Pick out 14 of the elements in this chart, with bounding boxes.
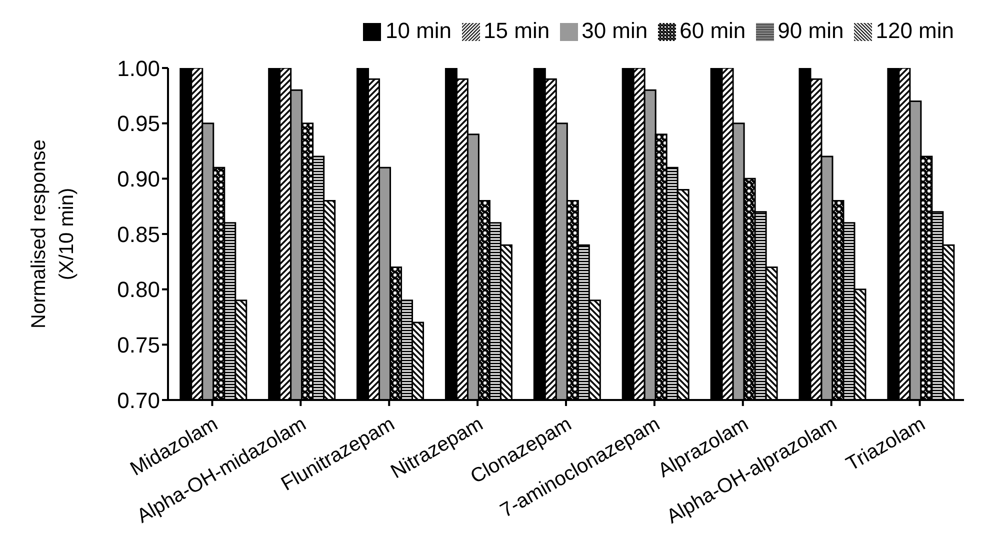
y-tick-label: 1.00	[117, 56, 160, 81]
y-tick-label: 0.90	[117, 166, 160, 192]
legend-label: 15 min	[484, 18, 550, 43]
y-tick-label: 0.70	[117, 388, 160, 413]
y-tick-label: 0.95	[117, 111, 160, 136]
y-tick-label: 0.75	[117, 332, 160, 358]
y-tick-label: 0.85	[117, 222, 160, 247]
y-axis-title: Normalised response (X/10 min)	[28, 140, 78, 328]
legend-label: 30 min	[582, 18, 648, 43]
legend-label: 120 min	[876, 18, 954, 43]
y-tick-label: 0.80	[117, 277, 160, 302]
legend-label: 90 min	[778, 18, 844, 43]
legend-label: 10 min	[385, 18, 452, 43]
legend-label: 60 min	[680, 18, 746, 43]
